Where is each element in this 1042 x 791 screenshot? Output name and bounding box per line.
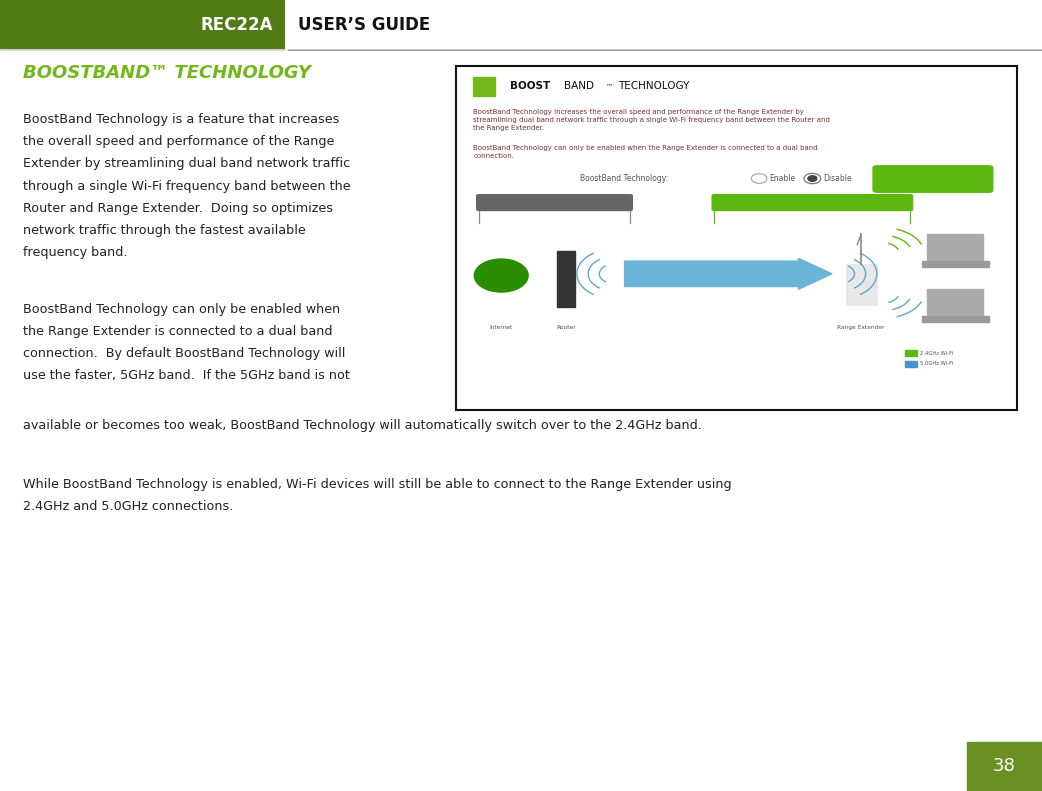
Text: frequency band.: frequency band. xyxy=(23,246,127,259)
Text: BoostBand Technology is a feature that increases: BoostBand Technology is a feature that i… xyxy=(23,113,340,126)
Text: connection.  By default BoostBand Technology will: connection. By default BoostBand Technol… xyxy=(23,347,345,360)
Text: Router and Range Extender.  Doing so optimizes: Router and Range Extender. Doing so opti… xyxy=(23,202,333,214)
Text: through a single Wi-Fi frequency band between the: through a single Wi-Fi frequency band be… xyxy=(23,180,350,192)
Text: Extender by streamlining dual band network traffic: Extender by streamlining dual band netwo… xyxy=(23,157,350,170)
Text: use the faster, 5GHz band.  If the 5GHz band is not: use the faster, 5GHz band. If the 5GHz b… xyxy=(23,369,350,382)
Text: 2.4GHz and 5.0GHz connections.: 2.4GHz and 5.0GHz connections. xyxy=(23,500,233,513)
Bar xyxy=(456,66,1017,410)
Text: the Range Extender is connected to a dual band: the Range Extender is connected to a dua… xyxy=(23,325,332,338)
Text: REC22A: REC22A xyxy=(200,16,273,33)
Text: USER’S GUIDE: USER’S GUIDE xyxy=(298,16,430,33)
Text: the overall speed and performance of the Range: the overall speed and performance of the… xyxy=(23,135,334,148)
Text: BoostBand Technology can only be enabled when: BoostBand Technology can only be enabled… xyxy=(23,303,340,316)
Text: BOOSTBAND™ TECHNOLOGY: BOOSTBAND™ TECHNOLOGY xyxy=(23,64,311,81)
Text: 38: 38 xyxy=(993,758,1016,775)
Text: available or becomes too weak, BoostBand Technology will automatically switch ov: available or becomes too weak, BoostBand… xyxy=(23,419,702,432)
Text: network traffic through the fastest available: network traffic through the fastest avai… xyxy=(23,224,305,237)
Text: While BoostBand Technology is enabled, Wi-Fi devices will still be able to conne: While BoostBand Technology is enabled, W… xyxy=(23,478,731,490)
Bar xyxy=(0,0,286,49)
Bar xyxy=(967,742,1042,791)
